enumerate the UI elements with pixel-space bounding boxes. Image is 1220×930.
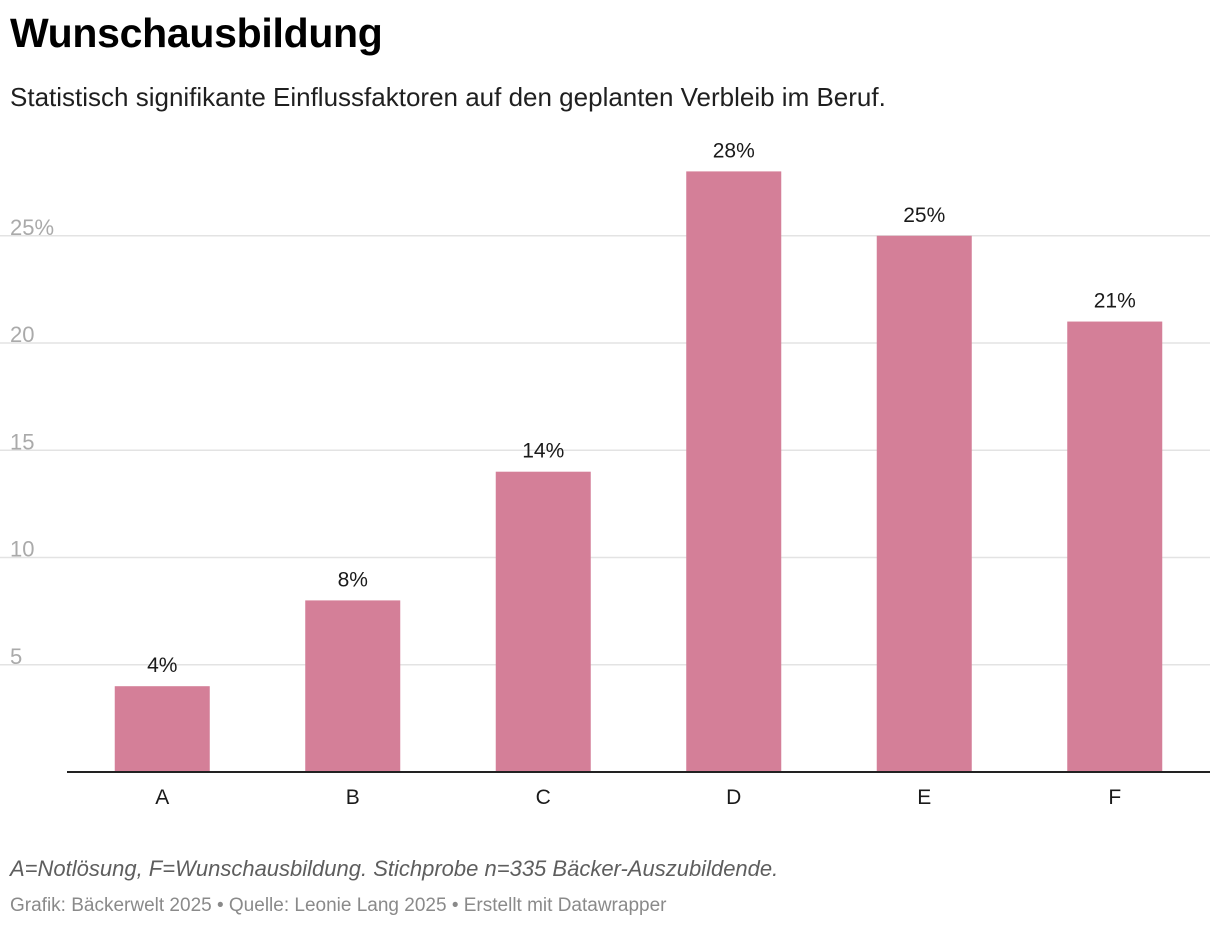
bar-c — [495, 471, 591, 772]
bar-value-label: 21% — [1094, 290, 1136, 313]
x-tick-label: F — [1108, 786, 1121, 809]
bar-value-label: 25% — [903, 204, 945, 227]
y-tick-label: 20 — [10, 322, 34, 347]
y-tick-label: 15 — [10, 429, 34, 454]
chart-title: Wunschausbildung — [10, 10, 383, 56]
bar-e — [876, 235, 972, 772]
x-tick-label: B — [346, 786, 360, 809]
bar-value-label: 8% — [338, 568, 368, 591]
x-axis-tick-labels: A B C D E F — [155, 786, 1121, 809]
bar-b — [305, 600, 401, 772]
bar-a — [114, 686, 210, 772]
bar-chart: 5 10 15 20 25% 4% 8% 14% 28% 25% 21% A B C D E F — [0, 139, 1210, 809]
gridlines — [0, 235, 1210, 666]
bar-f — [1067, 321, 1163, 772]
y-tick-label: 25% — [10, 215, 54, 240]
bars — [114, 171, 1163, 772]
bar-value-label: 28% — [713, 139, 755, 162]
bar-value-label: 4% — [147, 654, 177, 677]
y-tick-label: 5 — [10, 644, 22, 669]
bar-value-labels: 4% 8% 14% 28% 25% 21% — [147, 139, 1136, 677]
chart-notes: A=Notlösung, F=Wunschausbildung. Stichpr… — [10, 856, 779, 881]
chart-byline: Grafik: Bäckerwelt 2025 • Quelle: Leonie… — [10, 895, 667, 916]
x-tick-label: E — [917, 786, 931, 809]
bar-d — [686, 171, 782, 772]
y-axis-tick-labels: 5 10 15 20 25% — [10, 215, 54, 669]
x-tick-label: D — [726, 786, 741, 809]
bar-value-label: 14% — [522, 440, 564, 463]
x-tick-label: C — [536, 786, 551, 809]
chart-subtitle: Statistisch signifikante Einflussfaktore… — [10, 82, 886, 112]
x-tick-label: A — [155, 786, 169, 809]
y-tick-label: 10 — [10, 537, 34, 562]
